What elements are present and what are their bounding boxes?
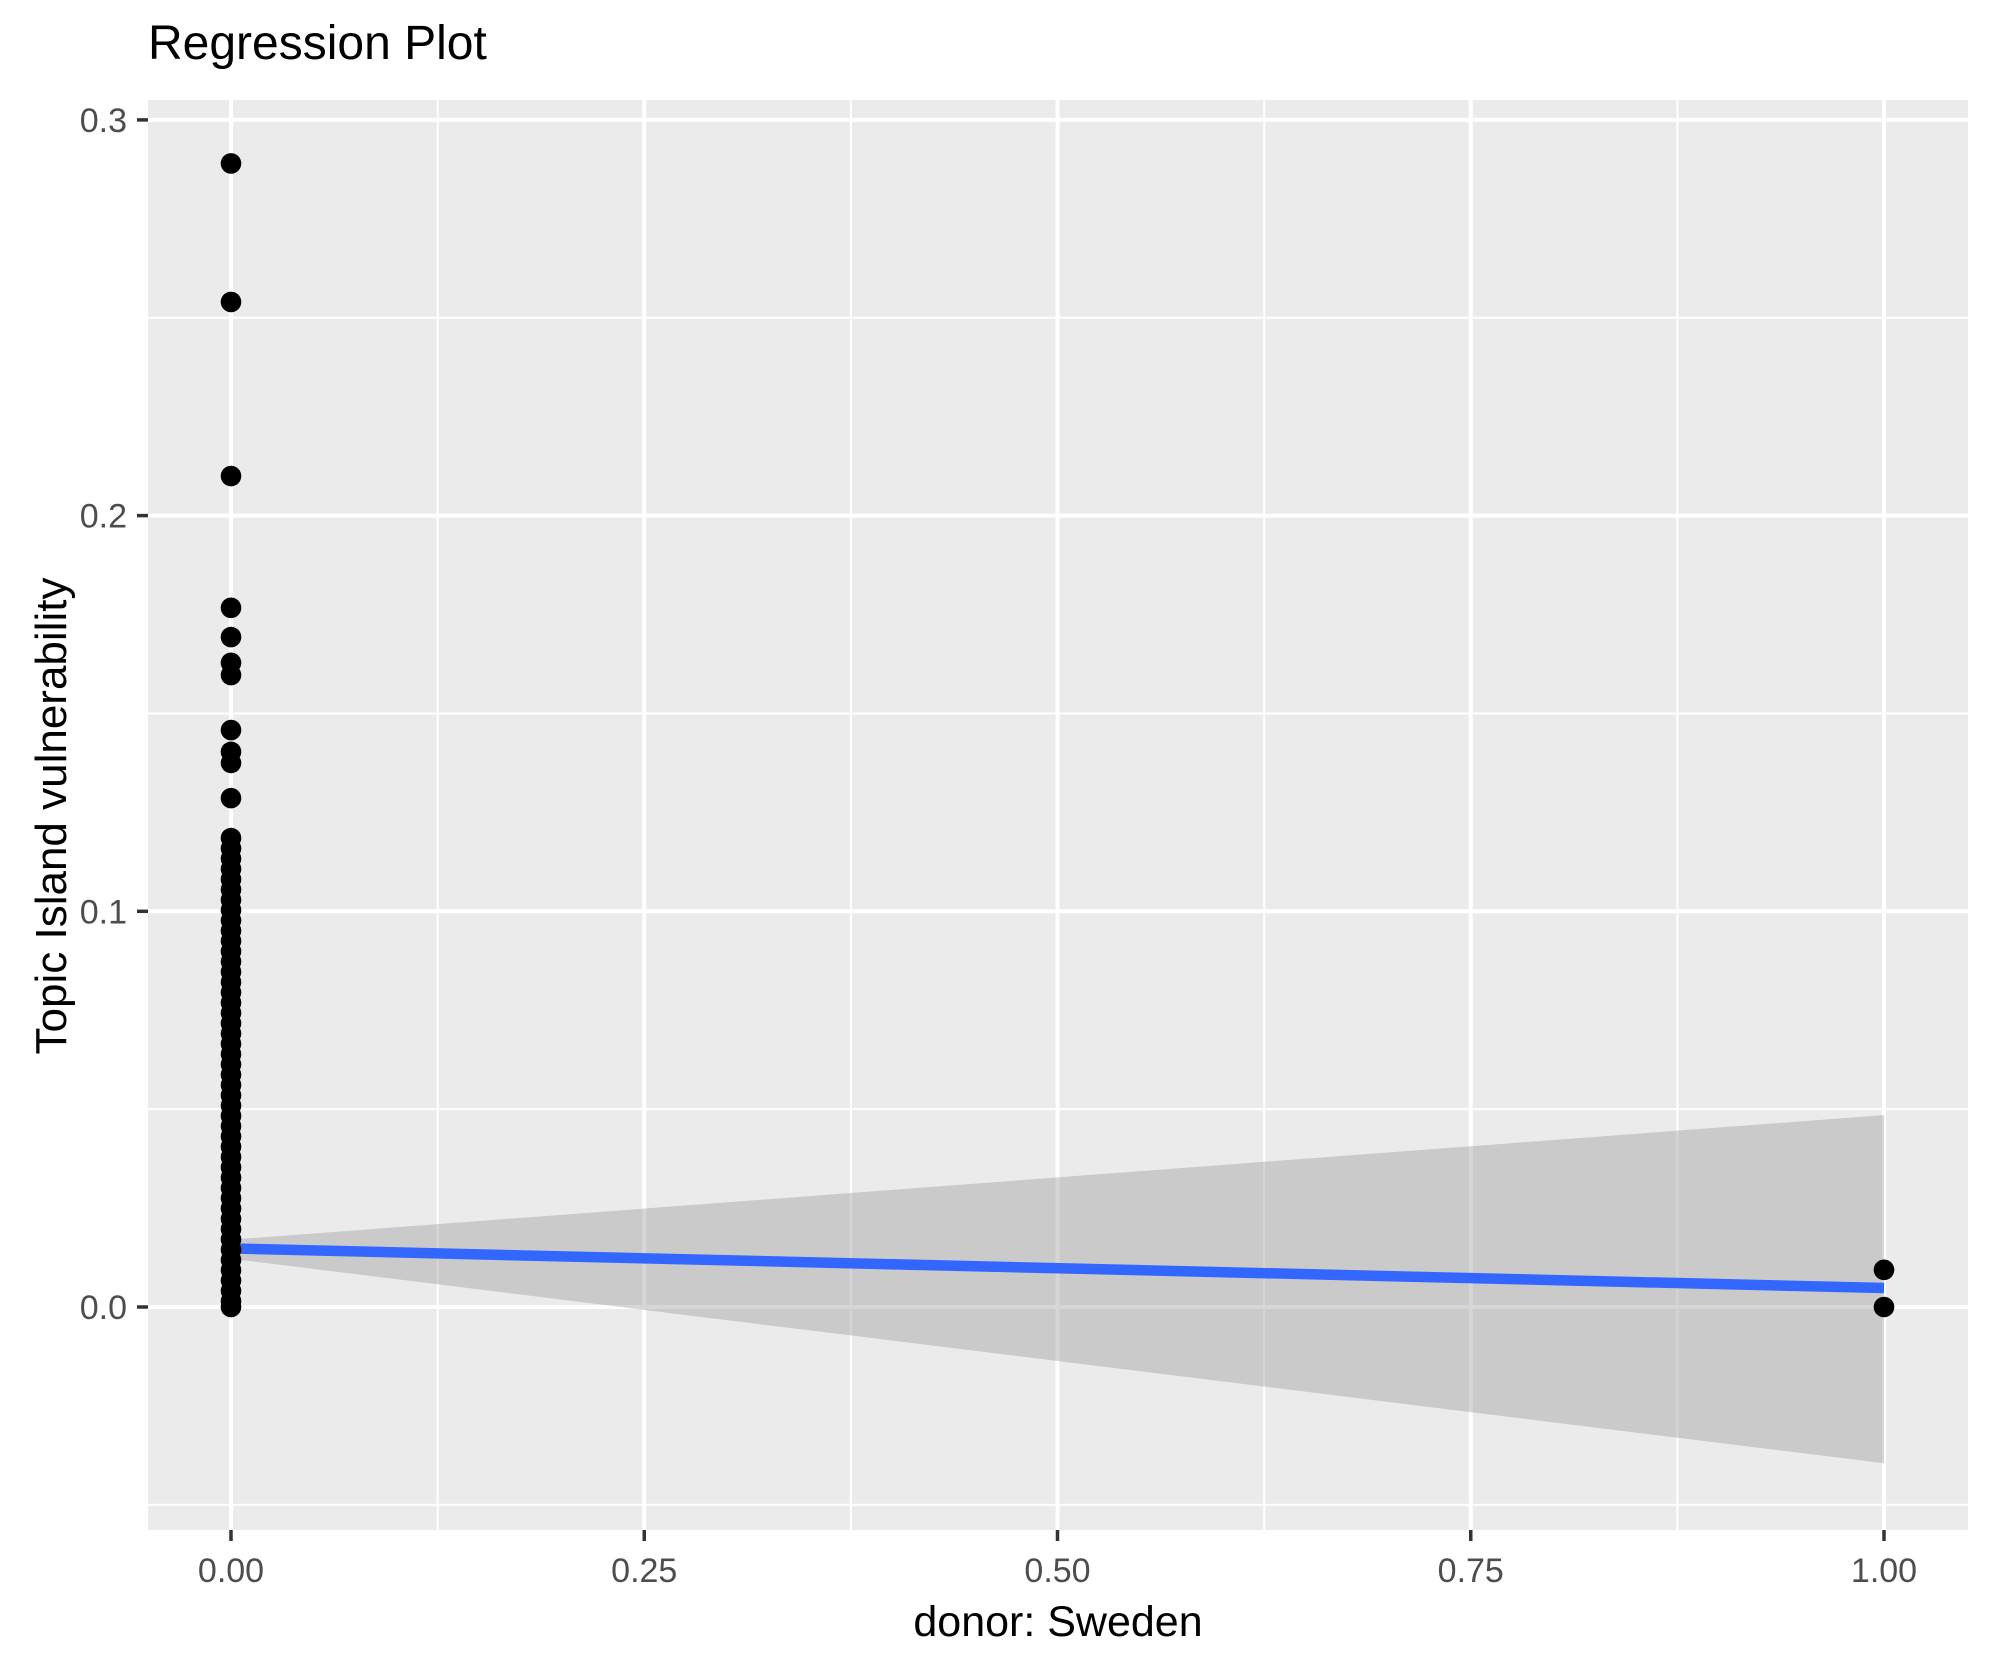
y-tick-label: 0.1 [80,893,127,931]
data-point [220,719,242,741]
y-tick-label: 0.2 [80,498,127,536]
data-point [220,752,242,774]
y-tick-label: 0.3 [80,102,127,140]
x-tick-label: 0.75 [1438,1552,1504,1590]
confidence-interval-ribbon [231,1115,1884,1464]
x-tick-label: 1.00 [1851,1552,1917,1590]
data-point [220,1296,242,1318]
x-axis-title: donor: Sweden [913,1598,1203,1646]
data-point [220,291,242,313]
y-axis-title: Topic Island vulnerability [27,577,76,1055]
data-point [1873,1259,1895,1281]
data-point [220,626,242,648]
data-point [220,664,242,686]
data-point [220,153,242,174]
regression-line [230,1243,1885,1294]
y-tick-label: 0.0 [80,1289,127,1327]
data-point [220,787,242,809]
data-point [220,597,242,619]
plot-title: Regression Plot [148,17,487,70]
data-point [1873,1296,1895,1318]
x-tick-label: 0.25 [611,1552,677,1590]
data-point [220,465,242,487]
x-tick-label: 0.50 [1024,1552,1090,1590]
x-tick-label: 0.00 [198,1552,264,1590]
